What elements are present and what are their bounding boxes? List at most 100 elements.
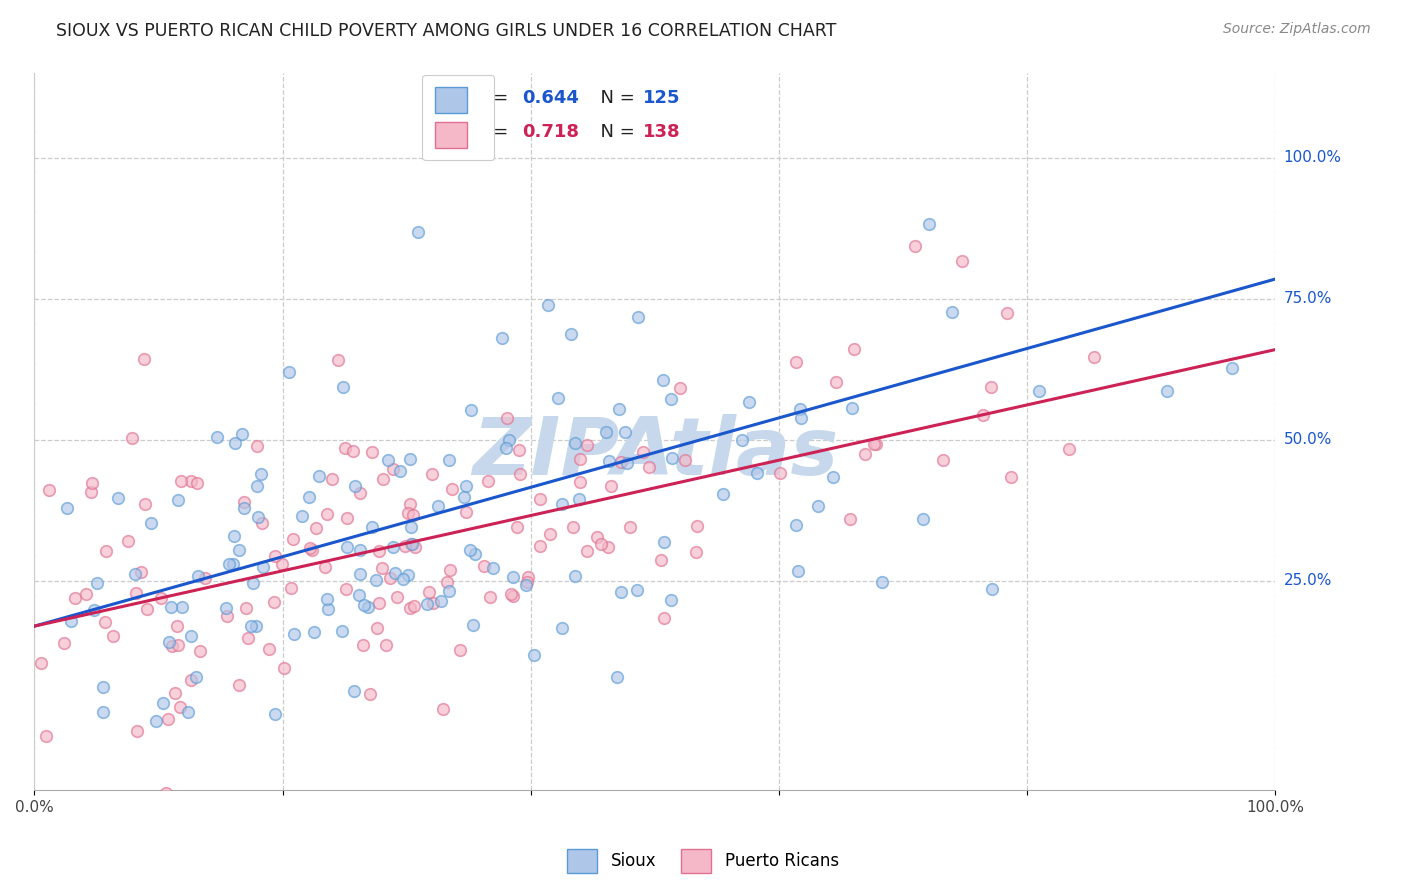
- Point: [52, 636, 75, 650]
- Point: [995, 306, 1018, 320]
- Point: [222, 557, 245, 571]
- Point: [145, 714, 167, 728]
- Point: [576, 543, 599, 558]
- Point: [298, 541, 321, 555]
- Point: [589, 537, 612, 551]
- Point: [437, 583, 460, 598]
- Point: [328, 353, 350, 368]
- Point: [301, 542, 323, 557]
- Point: [59, 614, 82, 628]
- Text: 138: 138: [643, 123, 681, 141]
- Point: [638, 460, 661, 475]
- Point: [432, 702, 454, 716]
- Point: [80, 475, 103, 490]
- Point: [160, 640, 183, 654]
- Point: [787, 564, 810, 578]
- Point: [349, 486, 371, 500]
- Point: [586, 530, 609, 544]
- Point: [685, 545, 707, 559]
- Point: [495, 411, 517, 425]
- Point: [422, 596, 444, 610]
- Point: [184, 670, 207, 684]
- Point: [321, 472, 343, 486]
- Point: [332, 379, 354, 393]
- Point: [63, 591, 86, 606]
- Point: [654, 611, 676, 625]
- Point: [205, 430, 228, 444]
- Point: [1156, 384, 1178, 398]
- Point: [343, 479, 366, 493]
- Point: [366, 621, 388, 635]
- Point: [263, 595, 285, 609]
- Point: [252, 560, 274, 574]
- Point: [94, 615, 117, 629]
- Point: [124, 566, 146, 581]
- Point: [1220, 361, 1243, 376]
- Text: 0.644: 0.644: [522, 89, 579, 107]
- Legend: , : ,: [422, 75, 494, 161]
- Point: [259, 641, 281, 656]
- Point: [335, 540, 357, 554]
- Point: [316, 602, 339, 616]
- Point: [408, 225, 430, 239]
- Point: [235, 601, 257, 615]
- Point: [371, 472, 394, 486]
- Point: [842, 342, 865, 356]
- Point: [298, 490, 321, 504]
- Point: [91, 680, 114, 694]
- Point: [952, 254, 974, 268]
- Point: [188, 644, 211, 658]
- Point: [652, 534, 675, 549]
- Point: [291, 508, 314, 523]
- Point: [673, 453, 696, 467]
- Point: [333, 442, 356, 456]
- Point: [824, 375, 846, 389]
- Point: [738, 395, 761, 409]
- Point: [941, 305, 963, 319]
- Point: [652, 373, 675, 387]
- Text: Source: ZipAtlas.com: Source: ZipAtlas.com: [1223, 22, 1371, 37]
- Point: [502, 570, 524, 584]
- Point: [560, 327, 582, 342]
- Text: N =: N =: [589, 123, 641, 141]
- Point: [561, 520, 583, 534]
- Point: [418, 584, 440, 599]
- Point: [361, 445, 384, 459]
- Point: [30, 656, 52, 670]
- Point: [180, 629, 202, 643]
- Point: [394, 539, 416, 553]
- Point: [281, 532, 304, 546]
- Text: 75.0%: 75.0%: [1284, 292, 1331, 306]
- Text: SIOUX VS PUERTO RICAN CHILD POVERTY AMONG GIRLS UNDER 16 CORRELATION CHART: SIOUX VS PUERTO RICAN CHILD POVERTY AMON…: [56, 22, 837, 40]
- Point: [384, 566, 406, 580]
- Point: [472, 559, 495, 574]
- Point: [537, 298, 560, 312]
- Point: [391, 573, 413, 587]
- Point: [550, 497, 572, 511]
- Point: [149, 591, 172, 605]
- Point: [270, 557, 292, 571]
- Point: [460, 403, 482, 417]
- Point: [515, 578, 537, 592]
- Point: [245, 619, 267, 633]
- Point: [165, 686, 187, 700]
- Point: [686, 518, 709, 533]
- Point: [170, 600, 193, 615]
- Point: [650, 553, 672, 567]
- Point: [375, 638, 398, 652]
- Point: [458, 542, 481, 557]
- Point: [568, 492, 591, 507]
- Point: [821, 470, 844, 484]
- Point: [194, 571, 217, 585]
- Point: [157, 635, 180, 649]
- Point: [575, 438, 598, 452]
- Point: [464, 548, 486, 562]
- Point: [107, 491, 129, 506]
- Point: [121, 431, 143, 445]
- Point: [785, 355, 807, 369]
- Point: [364, 573, 387, 587]
- Point: [305, 520, 328, 534]
- Point: [477, 474, 499, 488]
- Point: [972, 408, 994, 422]
- Point: [75, 587, 97, 601]
